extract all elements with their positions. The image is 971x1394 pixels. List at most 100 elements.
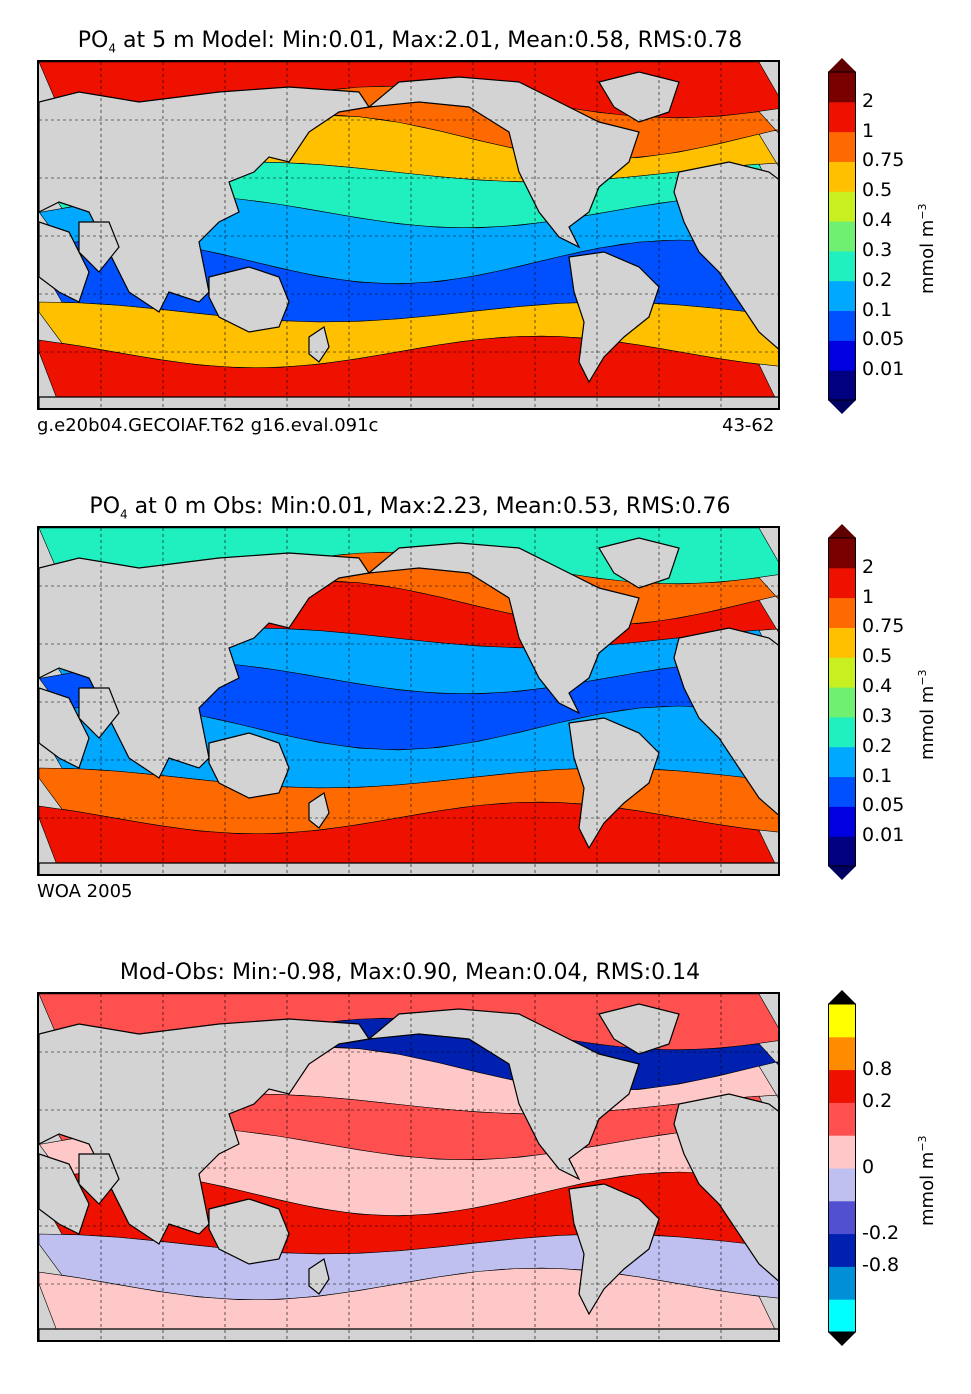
colorbar-segment (828, 776, 856, 807)
colorbar-segment (828, 221, 856, 252)
colorbar-tick-label: 1 (862, 119, 875, 142)
map-svg (39, 62, 778, 408)
colorbar-segment (828, 72, 856, 103)
land-mass (39, 1018, 371, 1245)
colorbar-tick-label: 0 (862, 1156, 875, 1178)
land-mass (598, 1003, 680, 1055)
land-mass (367, 76, 640, 249)
map-diff (37, 992, 780, 1342)
colorbar-segment (828, 101, 856, 133)
source-caption: WOA 2005 (37, 881, 133, 902)
colorbar-segment (828, 1200, 856, 1235)
colorbar-extend-low (828, 400, 856, 414)
colorbar-tick-label: 0.3 (862, 238, 893, 261)
colorbar-unit-label: mmol m−3 (916, 669, 938, 760)
land-mass (39, 1328, 778, 1340)
colorbar-extend-high (828, 58, 856, 72)
colorbar (828, 524, 856, 880)
years-caption: 43-62 (722, 415, 775, 436)
land-mass (39, 1153, 90, 1235)
map-svg (39, 528, 778, 874)
colorbar-tick-label: 0.3 (862, 704, 893, 727)
colorbar-segment (828, 1299, 856, 1333)
colorbar-tick-label: 0.1 (862, 764, 893, 787)
colorbar-extend-high (828, 990, 856, 1004)
colorbar-tick-label: 2 (862, 89, 875, 112)
colorbar-segment (828, 716, 856, 748)
map-obs (37, 526, 780, 876)
colorbar-tick-label: 0.2 (862, 734, 893, 757)
land-mass (208, 1198, 290, 1265)
land-mass (367, 1008, 640, 1181)
colorbar-segment (828, 746, 856, 778)
colorbar-segment (828, 191, 856, 222)
colorbar-tick-label: 1 (862, 585, 875, 608)
colorbar-extend-low (828, 1332, 856, 1346)
land-mass (39, 552, 371, 779)
colorbar-tick-label: 0.05 (862, 794, 905, 817)
colorbar-segment (828, 1233, 856, 1267)
colorbar-tick-label: 0.01 (862, 824, 905, 847)
colorbar-tick-label: -0.2 (862, 1221, 900, 1244)
colorbar-tick-label: 0.2 (862, 1090, 893, 1113)
colorbar-extend-high (828, 524, 856, 538)
colorbar-segment (828, 1168, 856, 1202)
colorbar-segment (828, 806, 856, 837)
land-mass (367, 542, 640, 715)
land-mass (673, 161, 778, 350)
map-model (37, 60, 780, 410)
colorbar-tick-label: 0.2 (862, 268, 893, 291)
land-mass (568, 717, 660, 850)
colorbar-extend-low (828, 866, 856, 880)
colorbar-tick-label: 0.8 (862, 1057, 893, 1080)
colorbar-tick-label: 0.4 (862, 209, 893, 232)
colorbar-tick-label: 0.01 (862, 358, 905, 381)
land-mass (598, 537, 680, 589)
land-mass (673, 1093, 778, 1282)
panel-title: PO4 at 0 m Obs: Min:0.01, Max:2.23, Mean… (89, 494, 731, 522)
panel-title: Mod-Obs: Min:-0.98, Max:0.90, Mean:0.04,… (119, 960, 701, 985)
run-name-caption: g.e20b04.GECOIAF.T62 g16.eval.091c (37, 415, 379, 436)
colorbar-tick-label: 0.05 (862, 328, 905, 351)
land-mass (598, 71, 680, 123)
land-mass (568, 251, 660, 384)
colorbar-segment (828, 687, 856, 718)
colorbar-unit-label: mmol m−3 (916, 1135, 938, 1226)
colorbar-tick-label: 0.1 (862, 298, 893, 321)
colorbar-segment (828, 1069, 856, 1103)
colorbar-segment (828, 538, 856, 569)
land-mass (308, 1258, 330, 1295)
colorbar-segment (828, 310, 856, 341)
colorbar-segment (828, 836, 856, 867)
colorbar-tick-label: 0.75 (862, 615, 905, 638)
colorbar-segment (828, 280, 856, 312)
colorbar-segment (828, 161, 856, 192)
land-mass (308, 326, 330, 363)
colorbar (828, 58, 856, 414)
colorbar-segment (828, 250, 856, 282)
panel-model: PO4 at 5 m Model: Min:0.01, Max:2.01, Me… (0, 22, 971, 462)
colorbar-segment (828, 1004, 856, 1038)
colorbar-tick-label: 2 (862, 555, 875, 578)
colorbar-segment (828, 131, 856, 162)
land-mass (78, 687, 120, 739)
panel-obs: PO4 at 0 m Obs: Min:0.01, Max:2.23, Mean… (0, 488, 971, 928)
colorbar-segment (828, 1135, 856, 1169)
land-mass (673, 627, 778, 816)
colorbar-tick-label: 0.4 (862, 675, 893, 698)
colorbar-segment (828, 340, 856, 371)
colorbar-outline (828, 1003, 856, 1333)
colorbar-outline (828, 71, 856, 401)
colorbar-segment (828, 627, 856, 658)
colorbar-unit-label: mmol m−3 (916, 203, 938, 294)
colorbar-segment (828, 1266, 856, 1300)
land-mass (39, 396, 778, 408)
colorbar-segment (828, 597, 856, 628)
colorbar-tick-label: 0.5 (862, 179, 893, 202)
colorbar-segment (828, 1036, 856, 1071)
land-mass (308, 792, 330, 829)
land-mass (39, 862, 778, 874)
land-mass (39, 86, 371, 313)
panel-title: PO4 at 5 m Model: Min:0.01, Max:2.01, Me… (77, 28, 743, 56)
colorbar-tick-label: 0.5 (862, 645, 893, 668)
